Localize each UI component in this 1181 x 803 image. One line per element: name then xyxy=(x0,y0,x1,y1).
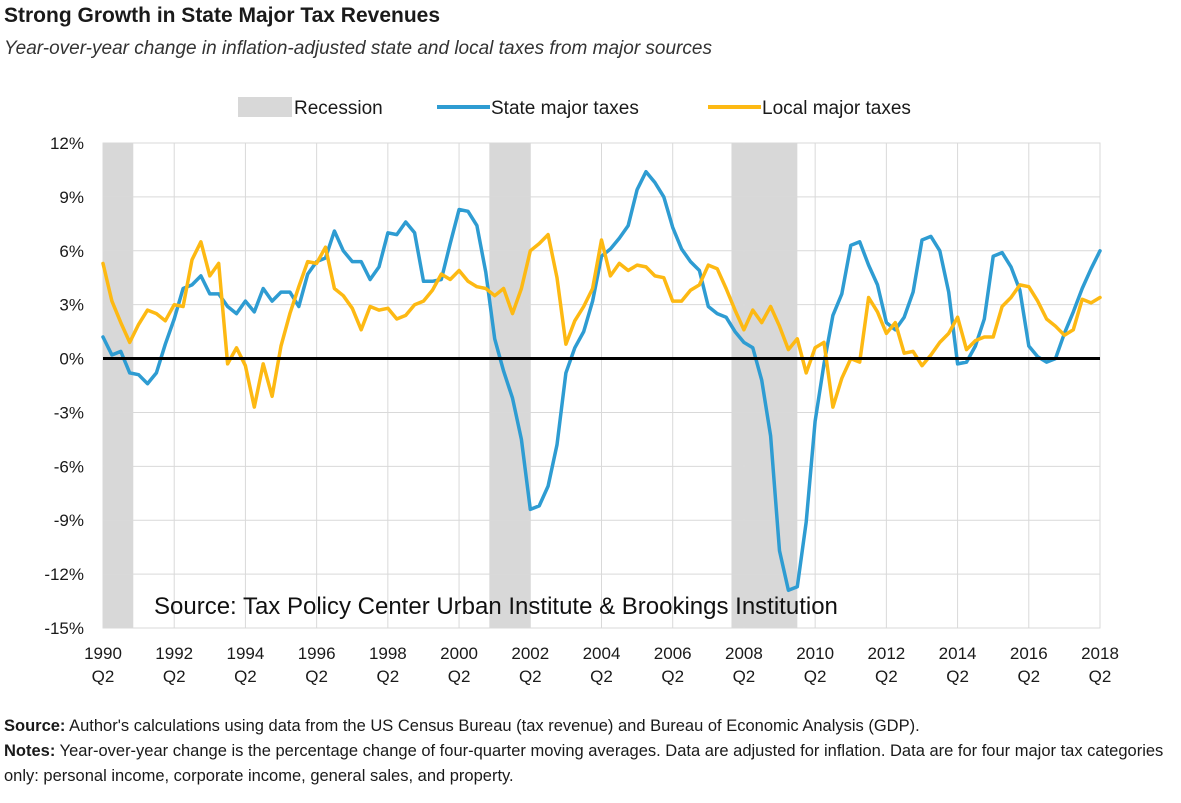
notes-label: Notes: xyxy=(4,742,56,760)
chart-subtitle: Year-over-year change in inflation-adjus… xyxy=(4,38,712,59)
legend-swatch-recession xyxy=(238,97,292,117)
x-tick-year: 2018 xyxy=(1081,644,1119,663)
recession-band-2 xyxy=(731,143,798,628)
x-tick-quarter: Q2 xyxy=(163,667,186,686)
x-tick-quarter: Q2 xyxy=(733,667,756,686)
x-tick-year: 1996 xyxy=(298,644,336,663)
y-tick-label: 9% xyxy=(59,188,84,207)
x-tick-quarter: Q2 xyxy=(1017,667,1040,686)
x-tick-year: 2000 xyxy=(440,644,478,663)
x-axis: 1990 Q2 1992 Q2 1994 Q2 1996 Q2 1998 Q2 2000 Q2 2002… xyxy=(84,644,1119,686)
y-tick-label: 12% xyxy=(50,134,84,153)
series-line-local xyxy=(101,232,1102,409)
x-tick-quarter: Q2 xyxy=(804,667,827,686)
x-tick-quarter: Q2 xyxy=(1089,667,1112,686)
y-tick-label: 6% xyxy=(59,242,84,261)
x-tick-quarter: Q2 xyxy=(946,667,969,686)
y-tick-label: -9% xyxy=(54,511,84,530)
notes-text: Year-over-year change is the percentage … xyxy=(4,742,1164,785)
x-tick-quarter: Q2 xyxy=(377,667,400,686)
y-tick-label: -6% xyxy=(54,457,84,476)
x-tick-year: 2016 xyxy=(1010,644,1048,663)
x-tick-quarter: Q2 xyxy=(590,667,613,686)
series-line-state xyxy=(101,169,1102,593)
x-tick-year: 2006 xyxy=(654,644,692,663)
x-tick-quarter: Q2 xyxy=(305,667,328,686)
x-tick-year: 2002 xyxy=(511,644,549,663)
y-tick-label: -3% xyxy=(54,403,84,422)
x-tick-year: 1990 xyxy=(84,644,122,663)
data-series xyxy=(101,169,1102,593)
notes-note: Notes: Year-over-year change is the perc… xyxy=(4,739,1174,789)
recession-bands xyxy=(103,143,798,628)
chart-legend: Recession State major taxes Local major … xyxy=(238,97,911,119)
legend-label-local: Local major taxes xyxy=(762,98,911,119)
chart-annotation: Source: Tax Policy Center Urban Institut… xyxy=(154,593,838,620)
source-label: Source: xyxy=(4,717,66,735)
x-tick-quarter: Q2 xyxy=(92,667,115,686)
legend-label-recession: Recession xyxy=(294,98,383,119)
x-tick-year: 2008 xyxy=(725,644,763,663)
x-tick-quarter: Q2 xyxy=(519,667,542,686)
y-axis: 12% 9% 6% 3% 0% -3% -6% -9% -12% -15% xyxy=(44,134,84,638)
grid-lines xyxy=(102,142,1101,629)
legend-label-state: State major taxes xyxy=(491,98,639,119)
x-tick-quarter: Q2 xyxy=(875,667,898,686)
x-tick-year: 2004 xyxy=(583,644,621,663)
source-text: Author's calculations using data from th… xyxy=(65,717,920,735)
x-tick-quarter: Q2 xyxy=(661,667,684,686)
line-chart: Recession State major taxes Local major … xyxy=(44,97,1119,686)
chart-title: Strong Growth in State Major Tax Revenue… xyxy=(4,4,441,27)
x-tick-year: 1994 xyxy=(227,644,265,663)
x-tick-year: 2012 xyxy=(867,644,905,663)
y-tick-label: 3% xyxy=(59,296,84,315)
chart-footer: Source: Author's calculations using data… xyxy=(4,714,1174,789)
y-tick-label: 0% xyxy=(59,350,84,369)
x-tick-quarter: Q2 xyxy=(234,667,257,686)
x-tick-year: 2010 xyxy=(796,644,834,663)
y-tick-label: -15% xyxy=(44,619,84,638)
plot-area-border xyxy=(102,142,1101,629)
x-tick-quarter: Q2 xyxy=(448,667,471,686)
x-tick-year: 2014 xyxy=(939,644,977,663)
x-tick-year: 1992 xyxy=(155,644,193,663)
x-tick-year: 1998 xyxy=(369,644,407,663)
recession-band-0 xyxy=(103,143,134,628)
y-tick-label: -12% xyxy=(44,565,84,584)
source-note: Source: Author's calculations using data… xyxy=(4,714,1174,739)
